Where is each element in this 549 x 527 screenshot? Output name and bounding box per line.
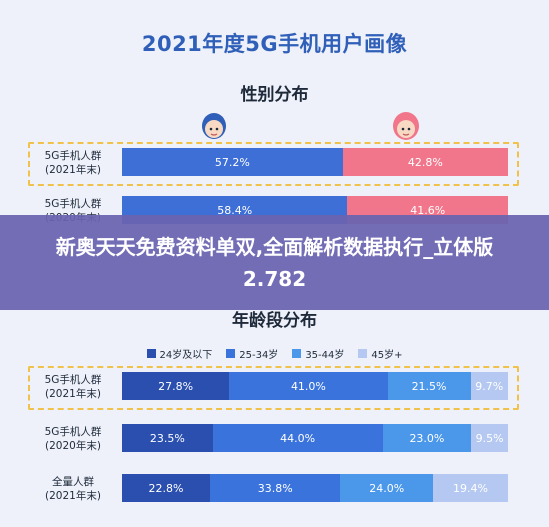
legend-swatch (226, 349, 236, 358)
age-row-label: 全量人群 (2021年末) (45, 476, 101, 502)
age-bar-segment: 23.0% (382, 424, 472, 452)
age-bar-segment: 41.0% (229, 372, 388, 400)
gender-bar-segment: 57.2% (122, 148, 343, 176)
age-bar-segment: 21.5% (387, 372, 471, 400)
legend-item: 45岁+ (358, 346, 402, 361)
gender-bar: 57.2% 42.8% (122, 148, 508, 176)
age-bar-segment: 24.0% (340, 474, 434, 502)
age-bar-segment: 22.8% (122, 474, 210, 502)
legend-label: 25-34岁 (239, 350, 279, 361)
legend-swatch (358, 349, 368, 358)
female-avatar-icon (393, 112, 419, 140)
age-bar-segment: 9.7% (470, 372, 508, 400)
banner-text: 新奥天天免费资料单双,全面解析数据执行_立体版2.782 (55, 234, 494, 291)
gender-row-label: 5G手机人群 (2021年末) (44, 150, 102, 176)
age-section-title: 年龄段分布 (232, 311, 317, 331)
age-bar-segment: 9.5% (471, 424, 508, 452)
legend-swatch (292, 349, 302, 358)
age-bar: 23.5% 44.0% 23.0% 9.5% (122, 424, 508, 452)
highlight-box-gender-2021 (28, 142, 519, 186)
legend-item: 24岁及以下 (146, 346, 213, 361)
legend-item: 25-34岁 (226, 346, 278, 361)
age-bar-segment: 33.8% (210, 474, 341, 502)
age-bar-segment: 19.4% (433, 474, 508, 502)
male-avatar-icon (202, 113, 226, 139)
highlight-box-age-2021 (28, 366, 519, 410)
legend-item: 35-44岁 (292, 346, 344, 361)
age-row-label: 5G手机人群 (2021年末) (44, 374, 102, 400)
age-row-label: 5G手机人群 (2020年末) (44, 426, 102, 452)
gender-bar-segment: 42.8% (342, 148, 508, 176)
age-bar-segment: 44.0% (212, 424, 383, 452)
legend-label: 24岁及以下 (159, 350, 213, 361)
age-legend: 24岁及以下 25-34岁 35-44岁 45岁+ (0, 346, 549, 361)
chart-title: 2021年度5G手机用户画像 (141, 32, 408, 56)
age-bar-segment: 23.5% (122, 424, 213, 452)
overlay-banner: 新奥天天免费资料单双,全面解析数据执行_立体版2.782 (0, 215, 549, 310)
legend-label: 35-44岁 (305, 350, 345, 361)
legend-label: 45岁+ (371, 350, 403, 361)
age-bar: 22.8% 33.8% 24.0% 19.4% (122, 474, 508, 502)
age-bar: 27.8% 41.0% 21.5% 9.7% (122, 372, 508, 400)
gender-section-title: 性别分布 (240, 85, 309, 105)
age-bar-segment: 27.8% (122, 372, 230, 400)
legend-swatch (146, 349, 156, 358)
